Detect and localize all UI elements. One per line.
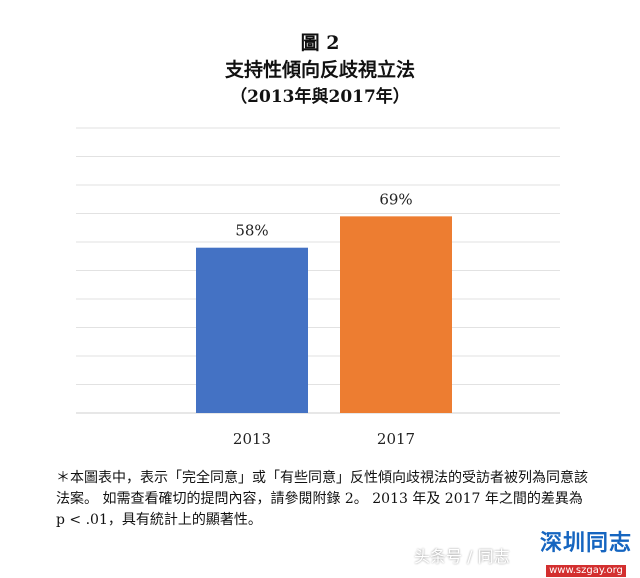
data-labels: 58% 69% [235,190,412,239]
gridlines [76,127,560,414]
chart-title: 支持性傾向反歧視立法 [224,59,415,81]
site-logo: 深圳同志 www.szgay.org [534,530,638,577]
bars [196,216,452,413]
figure-label: 圖 2 [300,32,340,54]
chart-subtitle: （2013年與2017年） [230,87,410,107]
x-tick-labels: 2013 2017 [233,430,415,448]
bar-2017 [340,216,452,413]
logo-name: 深圳同志 [539,531,632,556]
footnote: ＊本圖表中，表示「完全同意」或「有些同意」反性傾向歧視法的受訪者被列為同意該法案… [56,470,588,528]
bar-2013 [196,247,308,413]
watermark-text: 头条号 / 同志 [414,547,510,566]
data-label-2013: 58% [235,222,268,240]
data-label-2017: 69% [379,190,412,208]
x-tick-2013: 2013 [233,430,271,448]
logo-url: www.szgay.org [546,565,626,577]
x-tick-2017: 2017 [377,430,415,448]
bar-chart: 58% 69% 2013 2017 [76,127,560,448]
chart-title-block: 圖 2 支持性傾向反歧視立法 （2013年與2017年） [0,30,640,111]
